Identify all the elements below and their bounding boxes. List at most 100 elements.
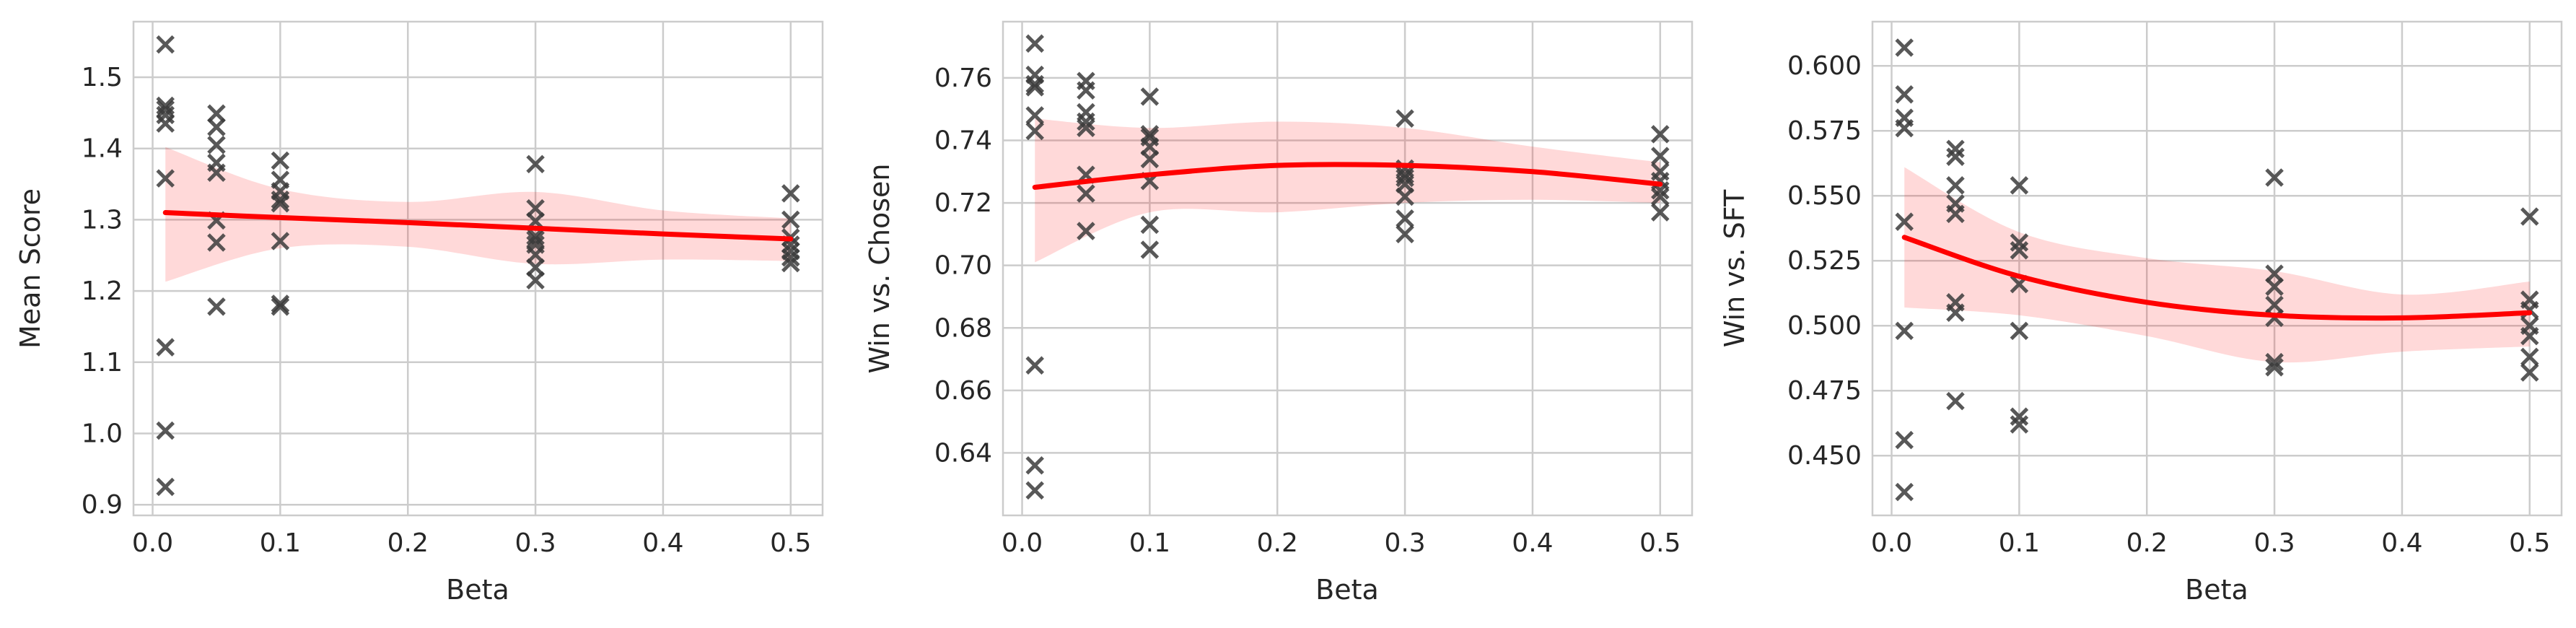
data-point-marker	[207, 233, 226, 252]
y-tick-label: 1.3	[82, 205, 123, 235]
y-tick-label: 0.76	[934, 64, 992, 93]
data-point-marker	[1946, 176, 1965, 195]
data-point-marker	[2520, 207, 2539, 226]
data-point-marker	[2520, 326, 2539, 346]
confidence-band	[1035, 118, 1660, 263]
y-tick-label: 0.550	[1787, 181, 1862, 211]
y-tick-label: 0.72	[934, 188, 992, 218]
data-point-marker	[2010, 415, 2029, 434]
data-point-marker	[1025, 74, 1044, 94]
x-tick-label: 0.4	[1512, 528, 1553, 558]
data-point-marker	[526, 154, 545, 174]
data-point-marker	[1025, 34, 1044, 53]
data-point-marker	[156, 338, 175, 357]
confidence-band-area	[165, 147, 791, 282]
data-point-marker	[781, 184, 800, 203]
data-point-marker	[1895, 321, 1914, 341]
y-tick-label: 0.64	[934, 438, 992, 468]
x-tick-label: 0.2	[387, 528, 429, 558]
data-point-marker	[2010, 176, 2029, 195]
data-point-marker	[1077, 81, 1095, 100]
y-tick-label: 1.2	[82, 276, 123, 306]
mean-score-panel: 0.0 0.1 0.2 0.3 0.4 0.50.91.01.11.21.31.41.5 …	[14, 20, 824, 606]
data-point-marker	[156, 169, 175, 188]
data-points	[1025, 34, 1670, 500]
x-tick-label: 0.4	[642, 528, 683, 558]
data-point-marker	[1396, 187, 1414, 206]
x-tick-label: 0.3	[2253, 528, 2295, 558]
data-point-marker	[1396, 209, 1414, 228]
data-point-marker	[2520, 363, 2539, 382]
data-point-marker	[1025, 106, 1044, 125]
x-tick-label: 0.5	[2509, 528, 2550, 558]
confidence-band	[1904, 167, 2530, 363]
data-point-marker	[2265, 168, 2284, 187]
data-point-marker	[156, 477, 175, 497]
data-point-marker	[1140, 240, 1160, 259]
data-point-marker	[271, 295, 290, 313]
y-tick-label: 0.600	[1787, 51, 1862, 81]
grid	[1002, 20, 1694, 517]
data-point-marker	[207, 104, 226, 123]
tick-labels: 0.0 0.1 0.2 0.3 0.4 0.5 0.64 0.66 0.68 0.70 0.72 0.…	[934, 64, 1681, 558]
tick-labels: 0.0 0.1 0.2 0.3 0.4 0.5 0.9 1.0 1.1 1.2 1.3 1.4 1.5	[82, 63, 812, 558]
data-point-marker	[271, 297, 290, 316]
data-point-marker	[781, 253, 800, 273]
data-point-marker	[2010, 321, 2029, 341]
data-point-marker	[1895, 482, 1914, 502]
y-tick-label: 0.450	[1787, 441, 1862, 471]
x-axis-label: Beta	[446, 574, 509, 606]
data-point-marker	[207, 118, 226, 136]
data-point-marker	[207, 163, 226, 183]
data-point-marker	[1396, 168, 1414, 188]
data-point-marker	[1946, 147, 1965, 166]
x-tick-label: 0.3	[514, 528, 556, 558]
data-point-marker	[1895, 430, 1914, 450]
data-point-marker	[2010, 233, 2029, 252]
y-tick-label: 0.500	[1787, 311, 1862, 341]
data-point-marker	[1025, 78, 1044, 97]
y-tick-label: 0.9	[82, 490, 123, 520]
win-vs-sft-panel: 0.0 0.1 0.2 0.3 0.4 0.5 0.450 0.475 0.500 0.525 0.…	[1719, 20, 2563, 606]
data-point-marker	[156, 100, 175, 119]
data-point-marker	[1025, 455, 1044, 475]
win-vs-chosen-panel: 0.0 0.1 0.2 0.3 0.4 0.5 0.64 0.66 0.68 0.70 0.72 0.…	[864, 20, 1694, 606]
y-tick-label: 1.4	[82, 134, 123, 164]
y-axis-label: Win vs. SFT	[1719, 189, 1751, 347]
data-point-marker	[2520, 347, 2539, 367]
plot-frame	[1002, 20, 1694, 517]
y-tick-label: 0.525	[1787, 246, 1862, 276]
data-point-marker	[1025, 356, 1044, 375]
data-point-marker	[526, 230, 545, 249]
data-point-marker	[2265, 358, 2284, 377]
x-tick-label: 0.2	[2126, 528, 2168, 558]
x-tick-label: 0.1	[1129, 528, 1170, 558]
data-points	[156, 35, 800, 497]
y-tick-label: 0.70	[934, 251, 992, 281]
x-tick-label: 0.0	[132, 528, 173, 558]
data-point-marker	[1895, 38, 1914, 57]
data-point-marker	[1946, 204, 1965, 224]
data-point-marker	[1895, 212, 1914, 231]
x-axis-label: Beta	[1315, 574, 1379, 606]
x-tick-label: 0.3	[1384, 528, 1425, 558]
data-point-marker	[1895, 118, 1914, 138]
data-point-marker	[207, 297, 226, 316]
tick-labels: 0.0 0.1 0.2 0.3 0.4 0.5 0.450 0.475 0.500 0.525 0.…	[1787, 51, 2550, 558]
regression-curve	[1032, 162, 1663, 190]
data-point-marker	[156, 421, 175, 440]
data-point-marker	[2265, 352, 2284, 372]
data-point-marker	[1140, 149, 1160, 169]
plot-frame	[1871, 20, 2563, 517]
confidence-band-area	[1904, 167, 2530, 363]
data-point-marker	[2010, 241, 2029, 260]
data-point-marker	[1025, 481, 1044, 500]
data-point-marker	[207, 135, 226, 154]
y-tick-label: 0.575	[1787, 116, 1862, 146]
x-axis-label: Beta	[2185, 574, 2248, 606]
data-points	[1895, 38, 2539, 502]
data-point-marker	[1651, 125, 1670, 144]
data-point-marker	[1946, 139, 1965, 159]
regression-curve	[1901, 235, 2533, 321]
